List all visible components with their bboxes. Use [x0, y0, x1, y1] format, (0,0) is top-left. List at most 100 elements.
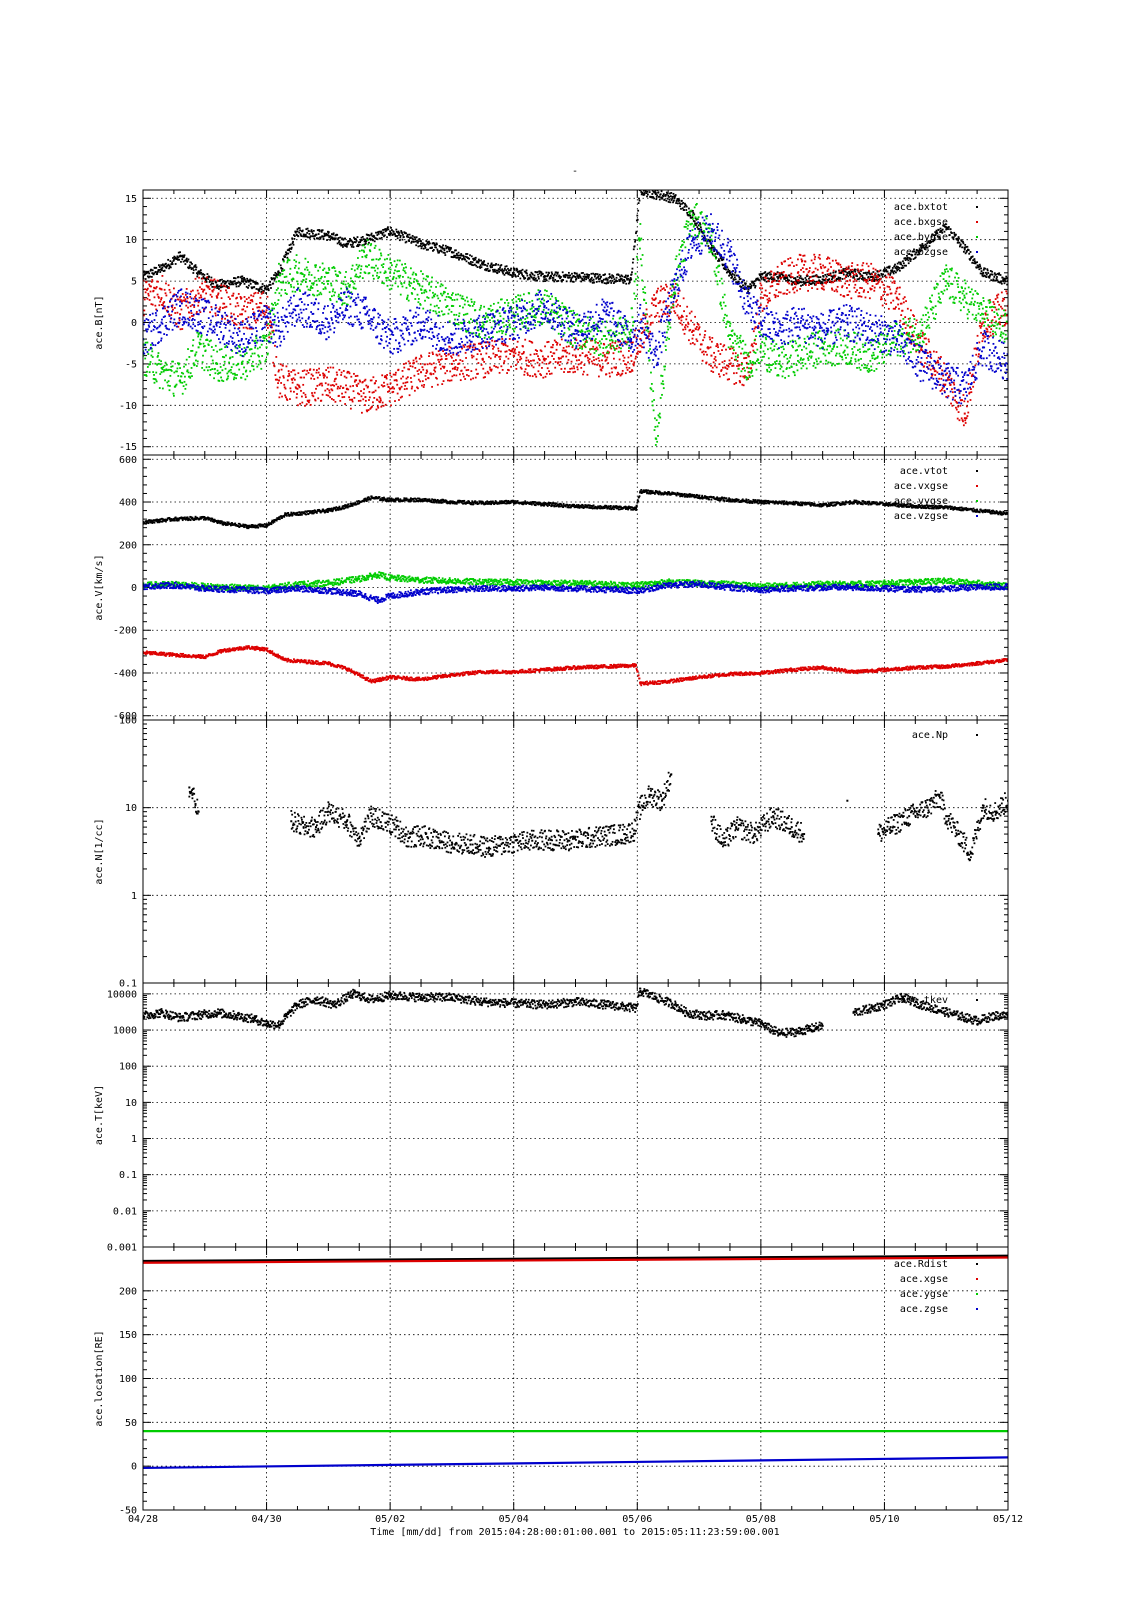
data-point	[690, 310, 693, 313]
data-point	[705, 361, 708, 364]
data-point	[543, 357, 546, 360]
data-point	[907, 262, 910, 265]
data-point	[363, 251, 366, 253]
data-point	[293, 238, 296, 240]
data-point	[444, 287, 447, 289]
data-point	[560, 276, 562, 278]
data-point	[657, 302, 660, 305]
data-point	[199, 342, 202, 345]
data-point	[506, 345, 509, 348]
data-point	[426, 363, 429, 366]
data-point	[939, 390, 942, 392]
data-point	[457, 293, 460, 296]
data-point	[816, 288, 819, 290]
data-point	[767, 279, 770, 282]
data-point	[408, 283, 411, 286]
data-point	[412, 287, 414, 289]
data-point	[812, 282, 814, 284]
data-point	[882, 273, 885, 276]
data-point	[834, 279, 836, 282]
data-point	[295, 230, 298, 233]
data-point	[488, 356, 490, 358]
data-point	[187, 371, 190, 374]
data-point	[859, 286, 862, 289]
data-point	[425, 240, 428, 242]
data-point	[379, 230, 381, 233]
data-point	[293, 390, 295, 393]
data-point	[352, 390, 355, 393]
data-point	[201, 367, 204, 369]
data-point	[525, 269, 528, 272]
data-point	[265, 335, 268, 338]
data-point	[255, 321, 257, 324]
data-point	[552, 343, 554, 346]
data-point	[988, 276, 991, 279]
data-point	[606, 279, 609, 281]
data-point	[598, 364, 601, 367]
data-point	[885, 269, 888, 271]
data-point	[168, 368, 170, 371]
data-point	[809, 276, 812, 278]
data-point	[439, 249, 442, 252]
data-point	[243, 282, 246, 285]
data-point	[855, 280, 858, 282]
data-point	[851, 262, 854, 264]
data-point	[937, 229, 940, 231]
data-point	[275, 289, 278, 291]
data-point	[981, 340, 984, 343]
data-point	[858, 292, 861, 294]
data-point	[990, 279, 993, 282]
data-point	[535, 375, 538, 378]
data-point	[152, 289, 155, 292]
data-point	[742, 287, 745, 289]
data-point	[258, 290, 260, 292]
data-point	[256, 306, 259, 309]
data-point	[447, 248, 450, 250]
data-point	[609, 343, 612, 345]
data-point	[772, 276, 775, 279]
data-point	[531, 273, 534, 276]
data-point	[966, 405, 968, 408]
data-point	[463, 346, 466, 348]
data-point	[246, 305, 249, 308]
data-point	[277, 370, 280, 373]
data-point	[173, 371, 176, 374]
data-point	[337, 238, 339, 240]
data-point	[895, 265, 898, 268]
data-point	[392, 277, 395, 280]
data-point	[615, 276, 618, 279]
data-point	[744, 283, 747, 286]
data-point	[391, 284, 394, 287]
data-point	[958, 237, 960, 240]
data-point	[185, 288, 188, 290]
data-point	[617, 274, 620, 276]
data-point	[487, 372, 490, 375]
data-point	[704, 350, 707, 353]
data-point	[750, 284, 753, 287]
data-point	[461, 347, 463, 350]
data-point	[477, 342, 480, 345]
data-point	[743, 357, 745, 360]
data-point	[739, 278, 742, 280]
data-point	[178, 258, 181, 261]
data-point	[304, 235, 307, 238]
data-point	[872, 267, 875, 270]
data-point	[833, 290, 836, 293]
data-point	[714, 356, 717, 358]
data-point	[789, 264, 791, 267]
data-point	[800, 277, 803, 280]
data-point	[165, 363, 168, 366]
data-point	[1002, 314, 1005, 317]
data-point	[598, 359, 601, 362]
data-point	[995, 308, 998, 311]
data-point	[808, 270, 811, 272]
data-point	[300, 395, 303, 398]
data-point	[489, 266, 492, 269]
data-point	[168, 267, 170, 270]
data-point	[717, 350, 720, 352]
data-point	[328, 391, 331, 394]
data-point	[387, 232, 390, 235]
data-point	[820, 281, 823, 283]
data-point	[890, 301, 892, 304]
data-point	[297, 283, 299, 285]
